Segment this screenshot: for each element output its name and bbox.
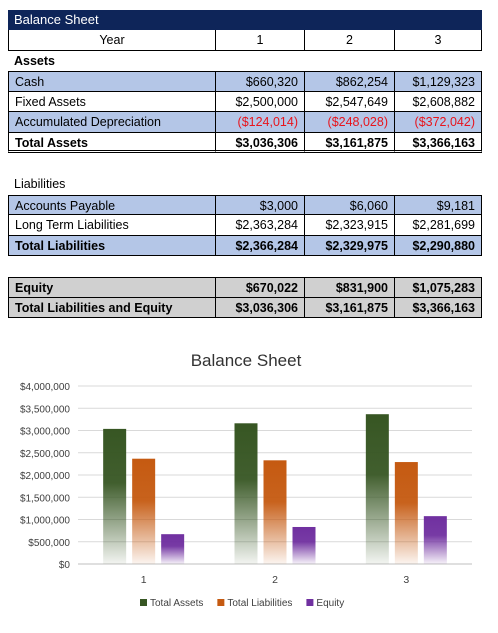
year-2[interactable]: 2 [304, 30, 394, 51]
legend-label[interactable]: Total Assets [150, 598, 203, 609]
legend-label[interactable]: Equity [316, 598, 344, 609]
y-tick-label: $0 [59, 560, 71, 571]
table-row-total-liabilities-and-equity: Total Liabilities and Equity $3,036,306 … [8, 297, 482, 318]
cell-value[interactable]: $3,036,306 [215, 132, 304, 153]
bar-total-assets[interactable] [234, 423, 258, 564]
sheet-title[interactable]: Balance Sheet [14, 12, 99, 27]
cell-value[interactable]: $3,366,163 [394, 297, 482, 318]
table-row-total-liabilities: Total Liabilities $2,366,284 $2,329,975 … [8, 235, 482, 256]
legend-swatch [217, 599, 225, 606]
balance-sheet-chart[interactable]: Balance Sheet $0 $500,000 $1,000,000 $1,500… [0, 340, 498, 628]
spacer [8, 153, 482, 174]
cell-value[interactable]: $670,022 [215, 277, 304, 298]
table-row-accumulated-depreciation: Accumulated Depreciation ($124,014) ($24… [8, 112, 482, 133]
legend-swatch [306, 599, 314, 606]
bar-total-assets[interactable] [103, 428, 127, 564]
cell-value[interactable]: $6,060 [304, 194, 394, 215]
y-tick-label: $1,500,000 [20, 493, 70, 504]
cell-value[interactable]: $3,366,163 [394, 132, 482, 153]
cell-value[interactable]: $862,254 [304, 71, 394, 92]
cell-value[interactable]: $2,363,284 [215, 215, 304, 236]
sheet-title-row: Balance Sheet [8, 10, 482, 30]
year-1[interactable]: 1 [215, 30, 304, 51]
table-row-equity: Equity $670,022 $831,900 $1,075,283 [8, 277, 482, 298]
chart-title: Balance Sheet [191, 351, 302, 370]
bar-total-assets[interactable] [365, 414, 389, 564]
liabilities-heading-row: Liabilities [8, 174, 482, 195]
y-tick-label: $2,500,000 [20, 449, 70, 460]
bar-equity[interactable] [292, 526, 316, 564]
row-label[interactable]: Fixed Assets [8, 91, 215, 112]
bar-total-liabilities[interactable] [132, 458, 156, 564]
x-tick-label: 3 [403, 574, 409, 586]
row-label[interactable]: Equity [8, 277, 215, 298]
row-label[interactable]: Cash [8, 71, 215, 92]
legend-swatch [140, 599, 147, 606]
cell-value[interactable]: $1,129,323 [394, 71, 482, 92]
cell-value[interactable]: $1,075,283 [394, 277, 482, 298]
table-row-cash: Cash $660,320 $862,254 $1,129,323 [8, 71, 482, 92]
y-tick-label: $3,500,000 [20, 404, 70, 415]
assets-heading[interactable]: Assets [14, 53, 55, 68]
cell-value-negative[interactable]: ($372,042) [394, 112, 482, 133]
chart-canvas: Balance Sheet $0 $500,000 $1,000,000 $1,500… [20, 351, 472, 609]
y-tick-label: $500,000 [28, 538, 70, 549]
cell-value[interactable]: $2,329,975 [304, 235, 394, 256]
cell-value[interactable]: $2,323,915 [304, 215, 394, 236]
cell-value-negative[interactable]: ($248,028) [304, 112, 394, 133]
bar-equity[interactable] [423, 516, 447, 564]
year-header-row: Year 1 2 3 [8, 30, 482, 51]
year-3[interactable]: 3 [394, 30, 482, 51]
bar-equity[interactable] [161, 534, 185, 564]
cell-value-negative[interactable]: ($124,014) [215, 112, 304, 133]
y-tick-label: $3,000,000 [20, 427, 70, 438]
year-label[interactable]: Year [8, 30, 215, 51]
spacer [8, 256, 482, 277]
table-row-fixed-assets: Fixed Assets $2,500,000 $2,547,649 $2,60… [8, 91, 482, 112]
cell-value[interactable]: $3,000 [215, 194, 304, 215]
cell-value[interactable]: $2,281,699 [394, 215, 482, 236]
table-row-long-term-liabilities: Long Term Liabilities $2,363,284 $2,323,… [8, 215, 482, 236]
x-tick-label: 2 [272, 574, 278, 586]
cell-value[interactable]: $2,500,000 [215, 91, 304, 112]
row-label[interactable]: Total Liabilities and Equity [8, 297, 215, 318]
chart-y-axis: $0 $500,000 $1,000,000 $1,500,000 $2,000,000… [20, 382, 70, 571]
cell-value[interactable]: $660,320 [215, 71, 304, 92]
x-tick-label: 1 [141, 574, 147, 586]
bar-total-liabilities[interactable] [263, 460, 287, 564]
row-label[interactable]: Total Liabilities [8, 235, 215, 256]
cell-value[interactable]: $2,366,284 [215, 235, 304, 256]
row-label[interactable]: Accumulated Depreciation [8, 112, 215, 133]
bar-total-liabilities[interactable] [394, 462, 418, 564]
balance-sheet-table: Balance Sheet Year 1 2 3 Assets Cash $66… [8, 10, 482, 318]
table-row-accounts-payable: Accounts Payable $3,000 $6,060 $9,181 [8, 194, 482, 215]
cell-value[interactable]: $3,036,306 [215, 297, 304, 318]
y-tick-label: $1,000,000 [20, 516, 70, 527]
cell-value[interactable]: $2,290,880 [394, 235, 482, 256]
cell-value[interactable]: $9,181 [394, 194, 482, 215]
row-label[interactable]: Accounts Payable [8, 194, 215, 215]
row-label[interactable]: Total Assets [8, 132, 215, 153]
liabilities-heading[interactable]: Liabilities [14, 177, 66, 191]
assets-heading-row: Assets [8, 51, 482, 72]
y-tick-label: $2,000,000 [20, 471, 70, 482]
chart-bars [103, 414, 447, 564]
table-row-total-assets: Total Assets $3,036,306 $3,161,875 $3,36… [8, 132, 482, 153]
cell-value[interactable]: $3,161,875 [304, 297, 394, 318]
y-tick-label: $4,000,000 [20, 382, 70, 393]
cell-value[interactable]: $2,608,882 [394, 91, 482, 112]
chart-x-axis: 1 2 3 [141, 574, 410, 586]
cell-value[interactable]: $831,900 [304, 277, 394, 298]
cell-value[interactable]: $2,547,649 [304, 91, 394, 112]
chart-legend[interactable]: Total Assets Total Liabilities Equity [140, 598, 344, 609]
row-label[interactable]: Long Term Liabilities [8, 215, 215, 236]
cell-value[interactable]: $3,161,875 [304, 132, 394, 153]
legend-label[interactable]: Total Liabilities [227, 598, 292, 609]
